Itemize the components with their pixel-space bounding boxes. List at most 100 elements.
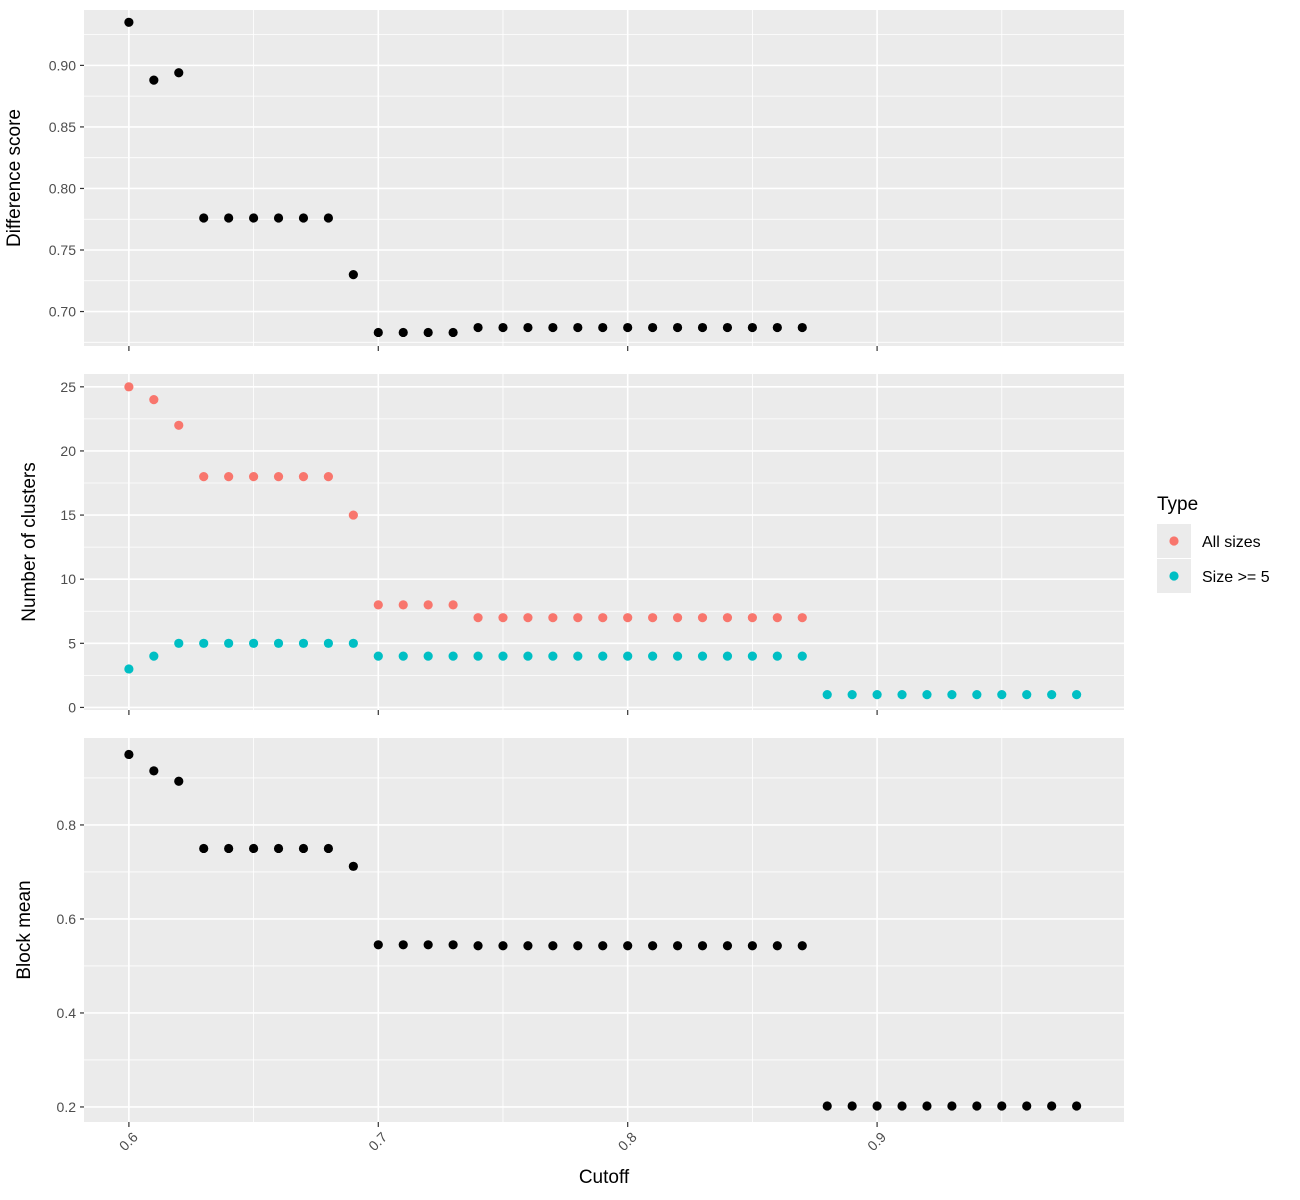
data-point bbox=[174, 638, 184, 648]
data-point bbox=[772, 322, 782, 333]
data-point bbox=[997, 1101, 1007, 1111]
data-point bbox=[797, 941, 807, 951]
data-point bbox=[149, 651, 159, 661]
data-point bbox=[373, 940, 383, 950]
data-point bbox=[1047, 1101, 1057, 1111]
data-point bbox=[248, 638, 259, 648]
legend-label-all-sizes: All sizes bbox=[1202, 534, 1261, 551]
data-point bbox=[398, 940, 408, 950]
data-point bbox=[124, 749, 134, 760]
legend-label-size-ge-5: Size >= 5 bbox=[1202, 569, 1270, 586]
data-point bbox=[573, 613, 583, 623]
data-point bbox=[1072, 690, 1082, 700]
y-axis-title: Number of clusters bbox=[19, 462, 40, 621]
data-point bbox=[1047, 690, 1057, 700]
data-point bbox=[348, 638, 358, 648]
data-point bbox=[423, 940, 433, 950]
data-point bbox=[473, 941, 483, 951]
y-tick-label: 0.85 bbox=[49, 119, 76, 135]
data-point bbox=[747, 322, 757, 333]
y-axis-title: Block mean bbox=[14, 880, 35, 979]
data-point bbox=[922, 1101, 932, 1111]
data-point bbox=[623, 322, 633, 333]
data-point bbox=[149, 75, 159, 85]
data-point bbox=[797, 651, 807, 661]
panels: 0.70 0.75 0.80 0.85 0.90 Difference score 0 5 10… bbox=[4, 10, 1124, 1154]
data-point bbox=[548, 613, 558, 623]
data-point bbox=[922, 690, 932, 700]
data-point bbox=[697, 941, 708, 951]
data-point bbox=[722, 322, 733, 333]
data-point bbox=[323, 843, 334, 854]
data-point bbox=[598, 613, 608, 623]
data-point bbox=[697, 613, 708, 623]
data-point bbox=[224, 213, 234, 223]
data-point bbox=[174, 68, 184, 78]
data-point bbox=[273, 471, 284, 482]
data-point bbox=[224, 638, 234, 648]
data-point bbox=[573, 941, 583, 951]
data-point bbox=[797, 613, 807, 623]
panel-background bbox=[84, 738, 1124, 1122]
data-point bbox=[448, 327, 458, 338]
data-point bbox=[623, 651, 633, 661]
data-point bbox=[947, 1101, 957, 1111]
y-tick-label: 5 bbox=[68, 635, 76, 651]
legend: Type All sizes Size >= 5 bbox=[1157, 494, 1270, 593]
data-point bbox=[273, 213, 284, 223]
data-point bbox=[348, 270, 358, 280]
data-point bbox=[1072, 1101, 1082, 1111]
data-point bbox=[722, 613, 733, 623]
data-point bbox=[323, 213, 334, 223]
data-point bbox=[149, 395, 159, 405]
data-point bbox=[648, 322, 658, 333]
data-point bbox=[648, 651, 658, 661]
data-point bbox=[722, 651, 733, 661]
x-axis-title: Cutoff bbox=[579, 1167, 630, 1188]
panel-background bbox=[84, 10, 1124, 346]
data-point bbox=[248, 213, 259, 223]
data-point bbox=[1022, 1101, 1032, 1111]
data-point bbox=[548, 322, 558, 333]
legend-key-all-sizes bbox=[1169, 536, 1179, 546]
data-point bbox=[872, 1101, 882, 1111]
data-point bbox=[672, 941, 683, 951]
data-point bbox=[224, 471, 234, 482]
panel-2: 0 5 10 15 20 25 Number of clusters bbox=[19, 374, 1124, 715]
data-point bbox=[847, 690, 857, 700]
data-point bbox=[747, 651, 757, 661]
data-point bbox=[872, 690, 882, 700]
data-point bbox=[772, 941, 782, 951]
data-point bbox=[623, 613, 633, 623]
data-point bbox=[947, 690, 957, 700]
data-point bbox=[772, 613, 782, 623]
data-point bbox=[897, 1101, 907, 1111]
y-axis-title: Difference score bbox=[4, 109, 25, 247]
data-point bbox=[273, 843, 284, 854]
data-point bbox=[199, 843, 209, 854]
y-tick-label: 0.70 bbox=[49, 304, 76, 320]
data-point bbox=[498, 322, 508, 333]
data-point bbox=[523, 651, 533, 661]
y-tick-label: 10 bbox=[60, 571, 76, 587]
data-point bbox=[124, 382, 134, 392]
data-point bbox=[373, 651, 383, 661]
data-point bbox=[298, 471, 309, 482]
data-point bbox=[398, 651, 408, 661]
data-point bbox=[448, 651, 458, 661]
legend-key-size-ge-5 bbox=[1169, 571, 1179, 581]
data-point bbox=[248, 471, 259, 482]
data-point bbox=[224, 843, 234, 854]
data-point bbox=[248, 843, 259, 854]
data-point bbox=[149, 766, 159, 776]
y-tick-label: 0.90 bbox=[49, 57, 76, 73]
panel-1: 0.70 0.75 0.80 0.85 0.90 Difference score bbox=[4, 10, 1124, 351]
x-tick-label: 0.6 bbox=[116, 1129, 141, 1154]
legend-title: Type bbox=[1157, 494, 1198, 515]
data-point bbox=[473, 322, 483, 333]
y-tick-label: 0.80 bbox=[49, 180, 76, 196]
data-point bbox=[972, 1101, 982, 1111]
data-point bbox=[298, 638, 309, 648]
y-tick-label: 25 bbox=[60, 379, 76, 395]
data-point bbox=[498, 651, 508, 661]
